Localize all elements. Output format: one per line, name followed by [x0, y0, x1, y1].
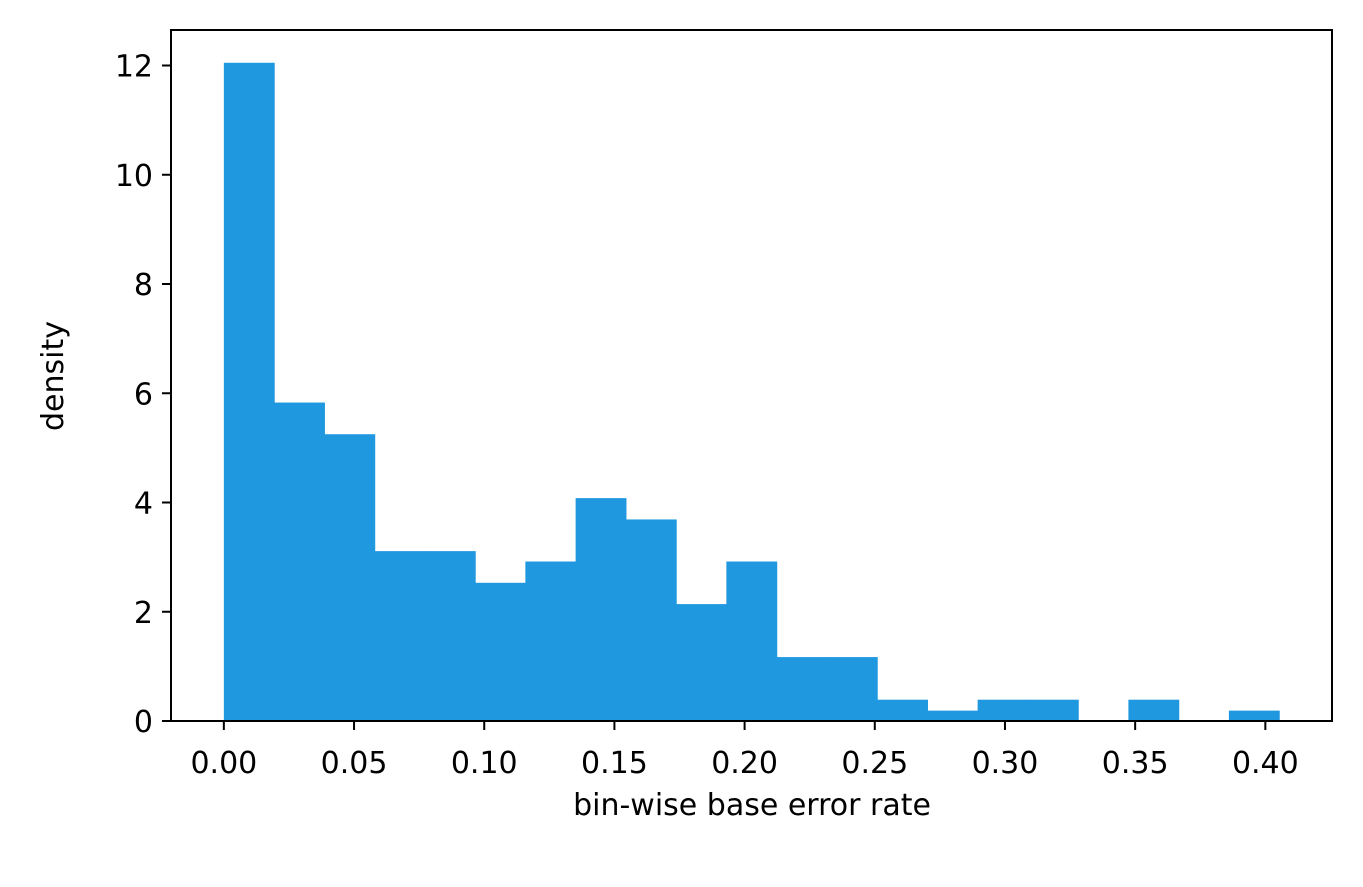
x-tick-label: 0.00 [190, 746, 257, 781]
y-tick-label: 4 [134, 487, 153, 522]
axes-frame [170, 29, 1333, 722]
x-tick-label: 0.10 [451, 746, 518, 781]
histogram-bar [525, 561, 577, 721]
x-tick-label: 0.30 [972, 746, 1039, 781]
histogram-bar [776, 657, 828, 721]
histogram-bar [1128, 699, 1180, 721]
histogram-bar [877, 699, 928, 721]
x-axis-ticks: 0.00 0.05 0.10 0.15 0.20 0.25 0.30 0.35 0.40 [190, 721, 1299, 781]
y-tick-label: 6 [134, 377, 153, 412]
histogram-bars [223, 62, 1280, 721]
x-tick-label: 0.15 [581, 746, 648, 781]
histogram-bar [1027, 699, 1079, 721]
histogram-bar [726, 561, 778, 721]
x-tick-label: 0.40 [1232, 746, 1299, 781]
histogram-bar [374, 551, 426, 721]
histogram-bar [424, 551, 476, 721]
histogram-bar [324, 434, 376, 721]
y-tick-label: 10 [115, 159, 153, 194]
x-tick-label: 0.25 [841, 746, 908, 781]
y-tick-label: 0 [134, 705, 153, 740]
y-tick-label: 2 [134, 596, 153, 631]
histogram-bar [475, 582, 526, 721]
histogram-bar [927, 710, 979, 721]
y-tick-label: 8 [134, 268, 153, 303]
y-axis-ticks: 0 2 4 6 8 10 12 [115, 50, 171, 740]
y-axis-label: density [36, 321, 71, 431]
histogram-bar [575, 498, 627, 721]
histogram-bar [977, 699, 1029, 721]
histogram-bar [1228, 710, 1280, 721]
histogram-bar [625, 519, 677, 721]
x-tick-label: 0.05 [321, 746, 388, 781]
histogram-bar [826, 657, 878, 721]
histogram-bar [223, 62, 275, 721]
histogram-bar [274, 402, 325, 721]
histogram-bar [676, 604, 727, 721]
x-tick-label: 0.35 [1102, 746, 1169, 781]
x-axis-label: bin-wise base error rate [573, 788, 931, 823]
x-tick-label: 0.20 [711, 746, 778, 781]
y-tick-label: 12 [115, 50, 153, 85]
